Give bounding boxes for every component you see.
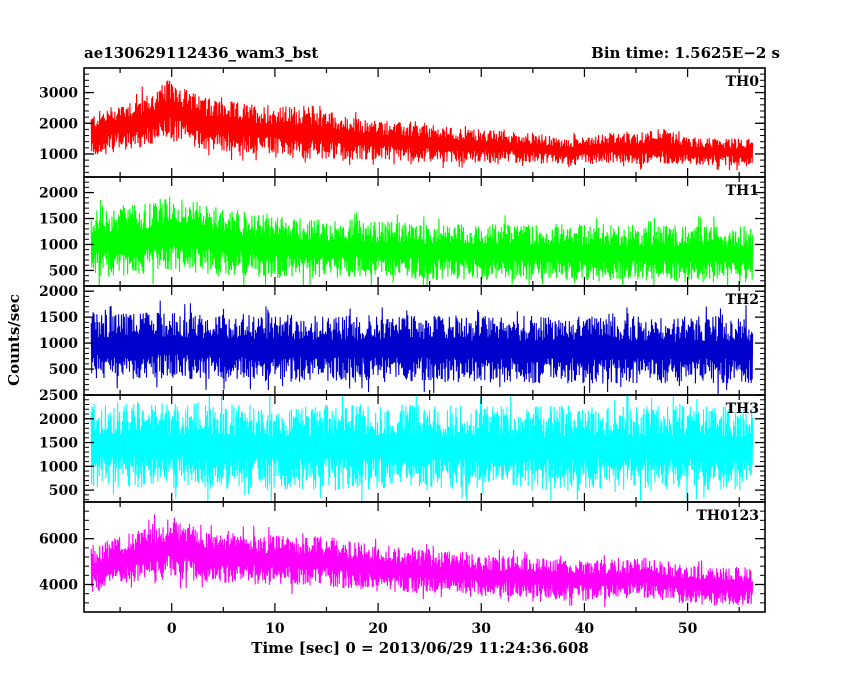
chart-title: ae130629112436_wam3_bst [84, 44, 319, 62]
series-line-th3 [90, 395, 754, 502]
series-line-th1 [90, 196, 754, 286]
y-tick-label: 4000 [39, 578, 78, 594]
x-tick-label: 40 [575, 621, 595, 637]
series-line-th0 [90, 80, 754, 171]
x-axis-label: Time [sec] 0 = 2013/06/29 11:24:36.608 [251, 639, 589, 657]
panel-label-th0: TH0 [726, 74, 760, 90]
panel-label-th3: TH3 [726, 401, 759, 417]
y-tick-label: 2500 [39, 388, 78, 404]
y-axis-label: Counts/sec [5, 294, 23, 386]
y-tick-label: 1000 [39, 147, 78, 163]
y-tick-label: 1500 [39, 436, 78, 452]
y-tick-label: 0 [68, 388, 78, 404]
y-tick-label: 3000 [39, 86, 78, 102]
y-tick-label: 1000 [39, 459, 78, 475]
x-tick-label: 50 [678, 621, 698, 637]
series-line-th0123 [90, 514, 754, 607]
series-line-th2 [90, 300, 754, 395]
panel-label-th2: TH2 [726, 292, 759, 308]
y-tick-label: 2000 [39, 412, 78, 428]
panel-label-th1: TH1 [726, 183, 759, 199]
x-tick-label: 10 [265, 621, 285, 637]
x-tick-label: 30 [472, 621, 492, 637]
y-tick-label: 1000 [39, 237, 78, 253]
y-tick-label: 500 [49, 362, 78, 378]
y-tick-label: 2000 [39, 284, 78, 300]
y-tick-label: 500 [49, 483, 78, 499]
bin-time-label: Bin time: 1.5625E−2 s [591, 44, 780, 62]
y-tick-label: 2000 [39, 116, 78, 132]
panel-label-th0123: TH0123 [696, 508, 759, 524]
y-tick-label: 1500 [39, 310, 78, 326]
y-tick-label: 500 [49, 263, 78, 279]
y-tick-label: 1500 [39, 212, 78, 228]
x-tick-label: 20 [368, 621, 388, 637]
y-tick-label: 2000 [39, 186, 78, 202]
x-tick-label: 0 [167, 621, 177, 637]
y-tick-label: 1000 [39, 336, 78, 352]
y-tick-label: 6000 [39, 532, 78, 548]
